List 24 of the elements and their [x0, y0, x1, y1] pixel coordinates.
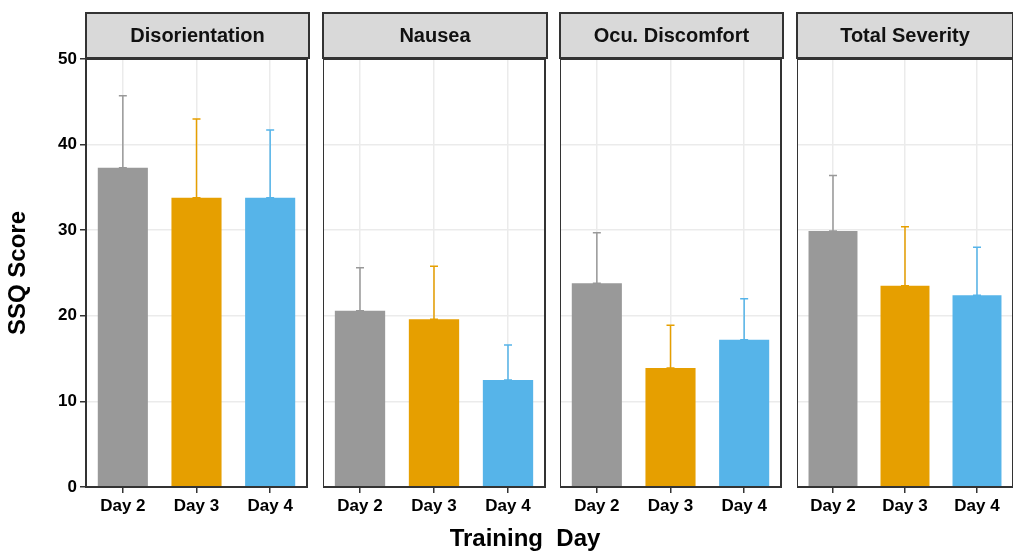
- x-tick-label: Day 2: [337, 495, 383, 515]
- y-tick-label: 0: [67, 476, 77, 496]
- x-tick-label: Day 4: [485, 495, 532, 515]
- y-tick-label: 50: [58, 48, 77, 68]
- x-tick-label: Day 4: [954, 495, 1001, 515]
- x-tick-label: Day 4: [247, 495, 294, 515]
- x-tick-label: Day 4: [721, 495, 768, 515]
- x-tick-label: Day 3: [411, 495, 457, 515]
- y-axis-title: SSQ Score: [3, 210, 31, 336]
- x-tick-label: Day 2: [810, 495, 856, 515]
- y-tick-label: 40: [58, 134, 77, 154]
- x-tick-label: Day 3: [173, 495, 220, 515]
- chart-title: Disorientation: [85, 12, 310, 59]
- x-tick-label: Day 2: [574, 495, 620, 515]
- x-axis-title: Training Day: [449, 524, 601, 552]
- y-tick-label: 10: [58, 391, 77, 411]
- x-tick-label: Day 3: [647, 495, 694, 515]
- y-tick-label: 20: [58, 305, 77, 325]
- x-tick-label: Day 3: [882, 495, 928, 515]
- y-tick-label: 30: [58, 219, 77, 239]
- chart-title: Nausea: [322, 12, 548, 59]
- x-tick-label: Day 2: [100, 495, 146, 515]
- chart-title: Total Severity: [796, 12, 1013, 59]
- chart-title: Ocu. Discomfort: [559, 12, 784, 59]
